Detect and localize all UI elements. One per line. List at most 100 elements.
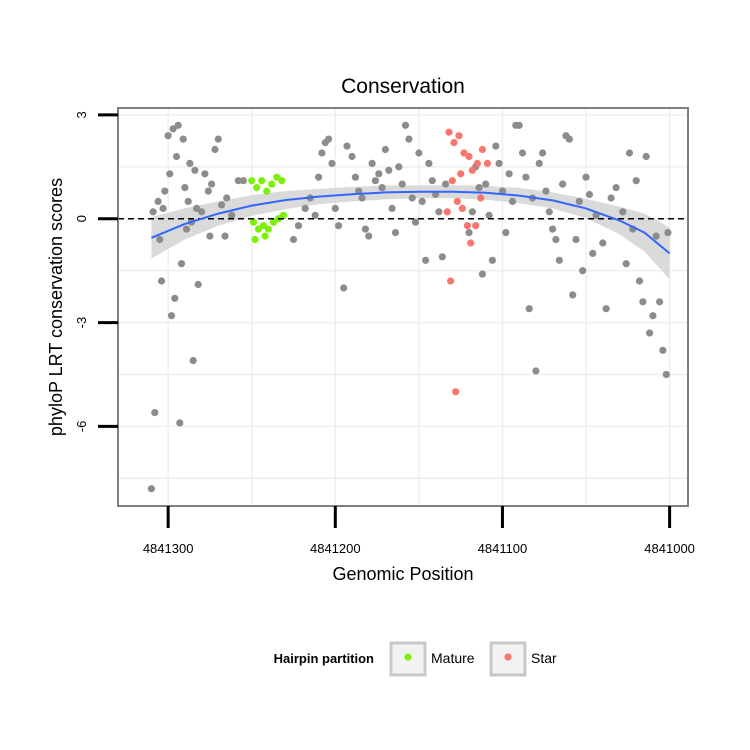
point-other [221,232,229,240]
point-other [502,229,510,237]
point-other [385,166,393,174]
y-axis-label: phyloP LRT conservation scores [46,178,66,436]
point-star [458,204,466,212]
point-other [358,194,366,202]
point-other [154,197,162,205]
point-other [565,135,573,143]
point-other [664,229,672,237]
point-star [465,152,473,161]
point-other [301,204,309,212]
point-other [365,232,373,240]
x-tick-label: 4841300 [143,541,194,556]
point-star [463,222,471,230]
point-other [294,222,303,230]
point-other [156,235,164,244]
point-other [186,159,194,167]
smooth-fit-line [151,190,671,255]
point-other [194,280,202,289]
point-other [522,173,530,181]
point-other [189,357,197,365]
point-other [552,235,560,244]
point-mature [249,218,257,226]
point-other [169,125,177,133]
point-other [223,194,231,202]
point-other [425,159,433,167]
point-other [442,180,450,188]
legend-marker-star [504,653,512,661]
point-other [398,180,406,188]
point-other [172,152,181,161]
point-other [495,159,503,167]
point-other [371,177,379,185]
point-other [395,163,403,171]
point-other [498,187,507,195]
point-other [211,145,219,154]
point-other [375,170,383,178]
point-mature [273,173,281,181]
point-other [184,197,192,205]
point-other [166,170,174,178]
point-other [171,294,179,302]
point-other [405,135,413,143]
point-other [602,305,610,313]
point-other [157,277,166,285]
data-marks [118,121,688,493]
chart-title: Conservation [341,75,465,98]
confidence-ribbon [151,185,670,280]
point-other [422,256,430,264]
point-other [625,149,634,157]
point-other [164,132,172,140]
point-other [331,204,339,212]
point-other [649,312,657,320]
point-mature [251,235,259,244]
point-star [467,239,475,247]
point-mature [278,177,286,185]
point-other [151,409,159,417]
y-tick-label: 3 [74,111,89,118]
point-other [599,239,607,247]
point-other [206,232,214,240]
point-other [582,173,590,181]
point-other [391,229,400,237]
point-other [488,256,496,264]
point-other [193,204,201,212]
point-other [589,249,597,257]
point-star [483,159,491,167]
point-other [555,256,563,264]
point-other [639,298,647,306]
point-other [239,177,247,185]
point-other [408,194,416,202]
point-other [191,166,199,174]
point-other [478,270,486,278]
point-other [208,180,216,188]
point-mature [268,180,276,188]
point-mature [253,184,261,192]
point-other [182,225,191,233]
point-other [325,135,333,143]
point-mature [264,225,272,233]
point-other [569,291,577,299]
point-other [181,184,189,192]
point-other [177,260,186,268]
point-star [450,139,458,147]
point-other [619,208,627,216]
point-other [411,218,420,226]
point-other [335,222,343,230]
point-mature [269,218,278,226]
point-star [473,159,481,167]
legend-label-star: Star [531,650,557,666]
point-star [460,149,468,157]
legend-title: Hairpin partition [274,651,374,666]
point-mature [279,211,288,219]
point-other [368,159,376,167]
point-other [632,177,640,185]
point-other [612,184,620,192]
point-other [343,142,351,150]
point-other [656,298,664,306]
point-star [447,277,455,285]
point-other [179,135,187,143]
point-other [539,149,547,157]
point-other [315,173,323,181]
point-other [518,149,527,157]
